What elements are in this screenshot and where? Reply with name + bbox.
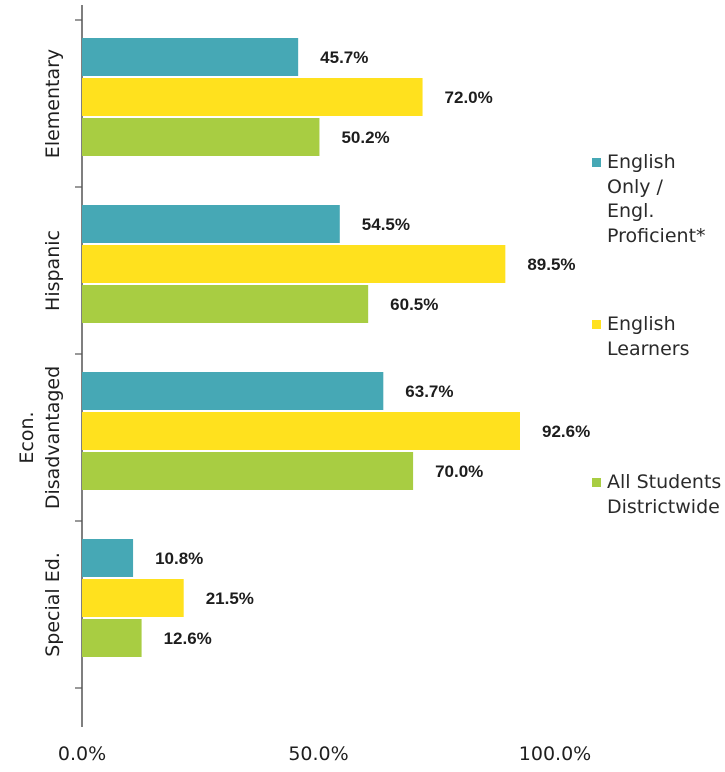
category-label-text: Elementary — [42, 49, 64, 158]
data-label-special-ed-3: 12.6% — [164, 629, 212, 648]
category-label-text: Special Ed. — [42, 552, 64, 657]
data-label-elementary-1: 45.7% — [320, 48, 368, 67]
bar-elementary-3 — [82, 118, 319, 156]
bar-econ-disadvantaged-2 — [82, 412, 520, 450]
data-label-elementary-3: 50.2% — [341, 128, 389, 147]
bar-special-ed-1 — [82, 539, 133, 577]
data-label-special-ed-1: 10.8% — [155, 549, 203, 568]
legend-swatch-english-only — [592, 158, 601, 167]
category-label-special-ed: Special Ed. — [42, 552, 64, 657]
category-label-text: Econ. Disadvantaged — [16, 366, 64, 509]
x-tick-label-3: 100.0% — [519, 743, 591, 765]
data-label-hispanic-2: 89.5% — [527, 255, 575, 274]
category-label-hispanic: Hispanic — [42, 230, 64, 311]
data-label-special-ed-2: 21.5% — [206, 589, 254, 608]
x-tick-label-2: 50.0% — [288, 743, 348, 765]
bar-elementary-2 — [82, 78, 423, 116]
legend-swatch-english-learners — [592, 320, 601, 329]
bar-econ-disadvantaged-3 — [82, 452, 413, 490]
bar-hispanic-2 — [82, 245, 505, 283]
category-label-econ-disadvantaged: Econ. Disadvantaged — [16, 366, 64, 509]
legend-label-all-students: All Students Districtwide — [607, 470, 721, 519]
bar-special-ed-3 — [82, 619, 142, 657]
legend-item-english-only: English Only / Engl. Proficient* — [592, 150, 706, 249]
bar-hispanic-1 — [82, 205, 340, 243]
category-label-text: Hispanic — [42, 230, 64, 311]
data-label-econ-disadvantaged-3: 70.0% — [435, 462, 483, 481]
legend-item-english-learners: English Learners — [592, 312, 690, 361]
bar-econ-disadvantaged-1 — [82, 372, 383, 410]
data-label-hispanic-3: 60.5% — [390, 295, 438, 314]
legend-label-english-only: English Only / Engl. Proficient* — [607, 150, 706, 249]
data-label-elementary-2: 72.0% — [445, 88, 493, 107]
data-label-econ-disadvantaged-1: 63.7% — [405, 382, 453, 401]
legend-label-english-learners: English Learners — [607, 312, 690, 361]
x-tick-label-1: 0.0% — [58, 743, 106, 765]
category-label-elementary: Elementary — [42, 49, 64, 158]
bar-special-ed-2 — [82, 579, 184, 617]
legend-item-all-students: All Students Districtwide — [592, 470, 721, 519]
data-label-hispanic-1: 54.5% — [362, 215, 410, 234]
data-label-econ-disadvantaged-2: 92.6% — [542, 422, 590, 441]
bar-elementary-1 — [82, 38, 298, 76]
legend-swatch-all-students — [592, 478, 601, 487]
bar-hispanic-3 — [82, 285, 368, 323]
